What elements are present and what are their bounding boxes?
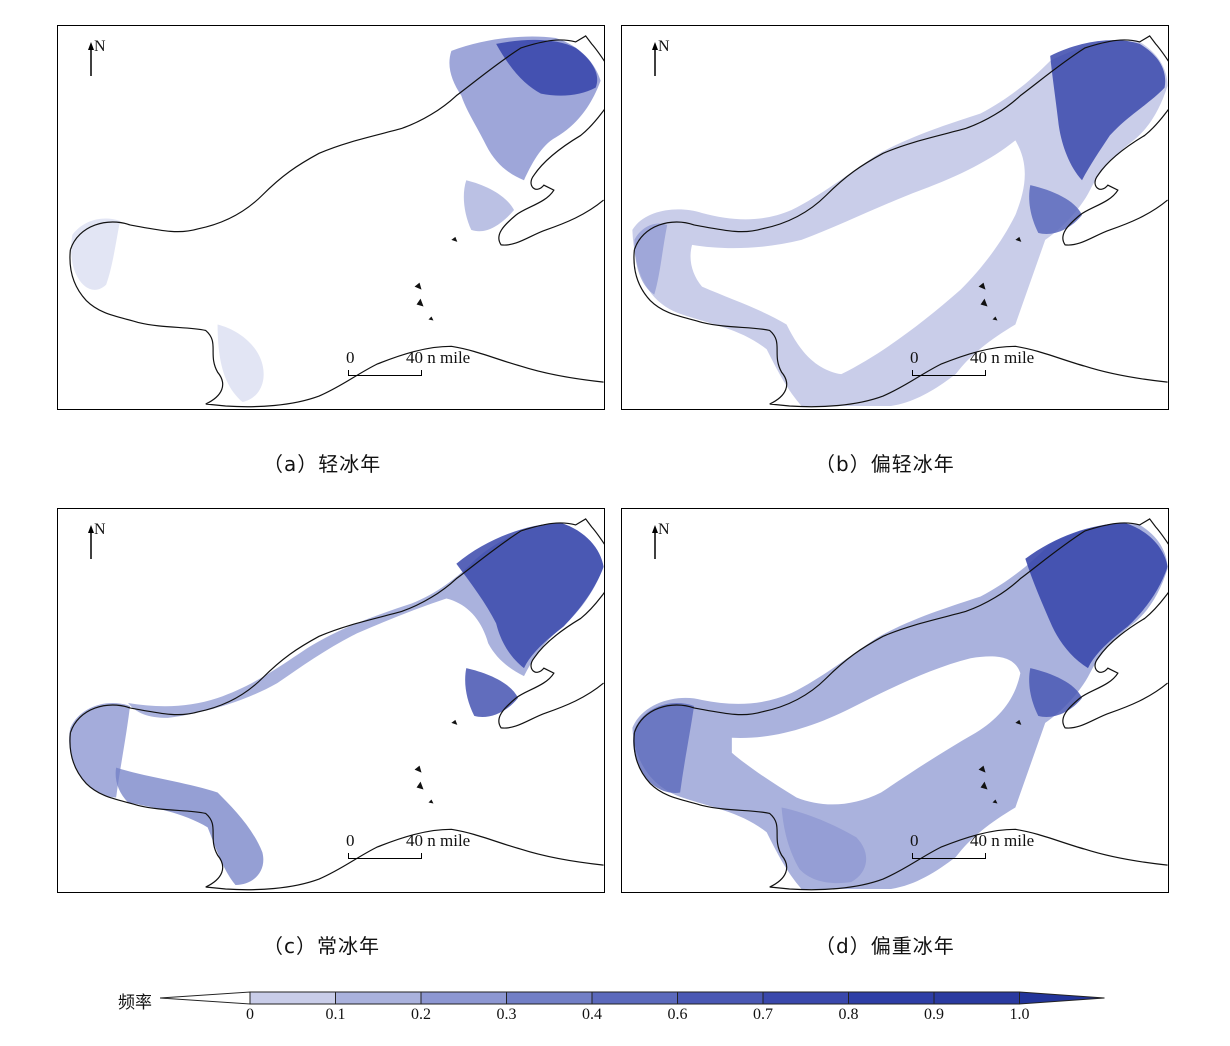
north-arrow-icon bbox=[652, 42, 658, 76]
colorbar-tick-label: 0 bbox=[246, 1006, 254, 1023]
colorbar-tick-label: 0.6 bbox=[667, 1006, 688, 1023]
coastline-east-peninsula bbox=[498, 108, 604, 246]
colorbar-tick-label: 0.3 bbox=[496, 1006, 517, 1023]
scale-bar: 0 40 n mile bbox=[910, 831, 1070, 871]
ice-zone-northeast-core bbox=[456, 522, 604, 669]
scale-bar-line bbox=[912, 853, 986, 859]
map-panel-b: N 0 40 n mile bbox=[621, 25, 1169, 410]
scale-zero: 0 bbox=[910, 831, 919, 850]
north-label: N bbox=[658, 38, 670, 55]
ice-zone-northeast-core bbox=[496, 39, 598, 96]
colorbar-segment bbox=[591, 991, 678, 1005]
ice-zone-east-bay bbox=[1029, 668, 1083, 718]
colorbar-segment bbox=[420, 991, 507, 1005]
ice-zone-east-bay bbox=[1029, 185, 1083, 235]
colorbar-tick-label: 0.2 bbox=[411, 1006, 431, 1023]
open-water bbox=[690, 140, 1025, 375]
colorbar-segment bbox=[762, 991, 849, 1005]
ice-zone-east-bay bbox=[463, 180, 515, 232]
north-arrow: N bbox=[646, 38, 676, 78]
colorbar-title: 频率 bbox=[118, 993, 152, 1013]
north-arrow: N bbox=[646, 521, 676, 561]
bohai-sea-map-d bbox=[632, 518, 1168, 891]
ice-zone-northeast-core bbox=[1050, 40, 1166, 181]
colorbar-segment bbox=[249, 991, 336, 1005]
colorbar-tick-label: 0.4 bbox=[582, 1006, 602, 1023]
bohai-sea-map-a bbox=[69, 35, 604, 408]
scale-zero: 0 bbox=[910, 348, 919, 367]
north-arrow-icon bbox=[652, 525, 658, 559]
sea-region bbox=[70, 43, 604, 407]
north-label: N bbox=[658, 521, 670, 538]
coastline-north bbox=[69, 35, 604, 251]
colorbar-tick-label: 0.1 bbox=[325, 1006, 346, 1023]
scale-distance: 40 n mile bbox=[406, 348, 471, 367]
coastline-north bbox=[633, 518, 1168, 734]
scale-distance: 40 n mile bbox=[970, 348, 1035, 367]
coastline-south bbox=[633, 249, 1168, 408]
scale-distance: 40 n mile bbox=[970, 831, 1035, 850]
ice-zone-southwest bbox=[217, 324, 264, 403]
colorbar-left-arrow bbox=[160, 991, 251, 1005]
coastline-south bbox=[633, 732, 1168, 891]
open-water bbox=[731, 656, 1021, 805]
coastline-east-peninsula bbox=[1062, 108, 1168, 246]
caption-c: （c）常冰年 bbox=[263, 934, 380, 958]
ice-zone-west bbox=[69, 702, 131, 798]
north-label: N bbox=[94, 38, 106, 55]
ice-zone-northeast-core bbox=[1025, 522, 1168, 669]
ice-zone-west bbox=[71, 218, 121, 290]
ice-zone-west bbox=[633, 702, 695, 793]
colorbar-tick-label: 0.7 bbox=[753, 1006, 773, 1023]
colorbar-right-arrow bbox=[1019, 991, 1105, 1005]
colorbar-tick-label: 0.8 bbox=[838, 1006, 859, 1023]
scale-distance: 40 n mile bbox=[406, 831, 471, 850]
bohai-sea-map-b bbox=[632, 35, 1168, 408]
scale-zero: 0 bbox=[346, 348, 355, 367]
caption-b: （b）偏轻冰年 bbox=[815, 452, 955, 476]
colorbar-tick-label: 1.0 bbox=[1009, 1006, 1030, 1023]
coastline-east-peninsula bbox=[1062, 591, 1168, 729]
colorbar-segment bbox=[677, 991, 764, 1005]
colorbar-tick-label: 0.9 bbox=[924, 1006, 944, 1023]
colorbar-segment bbox=[933, 991, 1020, 1005]
north-label: N bbox=[94, 521, 106, 538]
scale-bar: 0 40 n mile bbox=[346, 348, 506, 388]
colorbar-segment bbox=[506, 991, 593, 1005]
north-arrow-icon bbox=[88, 42, 94, 76]
scale-bar-line bbox=[912, 370, 986, 376]
north-arrow: N bbox=[82, 521, 112, 561]
coastline-north bbox=[69, 518, 604, 734]
bohai-sea-map-c bbox=[69, 518, 604, 891]
ice-zone-south bbox=[781, 807, 867, 884]
colorbar-segment bbox=[335, 991, 422, 1005]
islands bbox=[414, 719, 458, 804]
colorbar-segment bbox=[848, 991, 935, 1005]
caption-a: （a）轻冰年 bbox=[263, 452, 382, 476]
ice-zone-east-bay bbox=[465, 668, 519, 718]
caption-d: （d）偏重冰年 bbox=[815, 934, 955, 958]
scale-bar: 0 40 n mile bbox=[346, 831, 506, 871]
map-panel-a: N 0 40 n mile bbox=[57, 25, 605, 410]
colorbar-graphic bbox=[160, 991, 1105, 1005]
scale-bar-line bbox=[348, 370, 422, 376]
north-arrow-icon bbox=[88, 525, 94, 559]
map-panel-c: N 0 40 n mile bbox=[57, 508, 605, 893]
ice-zone-southwest bbox=[115, 767, 264, 886]
coastline-east-peninsula bbox=[498, 591, 604, 729]
scale-bar-line bbox=[348, 853, 422, 859]
coastline-south bbox=[69, 249, 604, 408]
map-panel-d: N 0 40 n mile bbox=[621, 508, 1169, 893]
frequency-colorbar: 频率 0 0.1 0.2 0.3 0.4 0.6 0.7 0.8 0.9 1.0 bbox=[110, 980, 1120, 1040]
coastline-north bbox=[633, 35, 1168, 251]
ice-zone-west-edge bbox=[634, 223, 668, 295]
coastline-south bbox=[69, 732, 604, 891]
north-arrow: N bbox=[82, 38, 112, 78]
scale-zero: 0 bbox=[346, 831, 355, 850]
scale-bar: 0 40 n mile bbox=[910, 348, 1070, 388]
